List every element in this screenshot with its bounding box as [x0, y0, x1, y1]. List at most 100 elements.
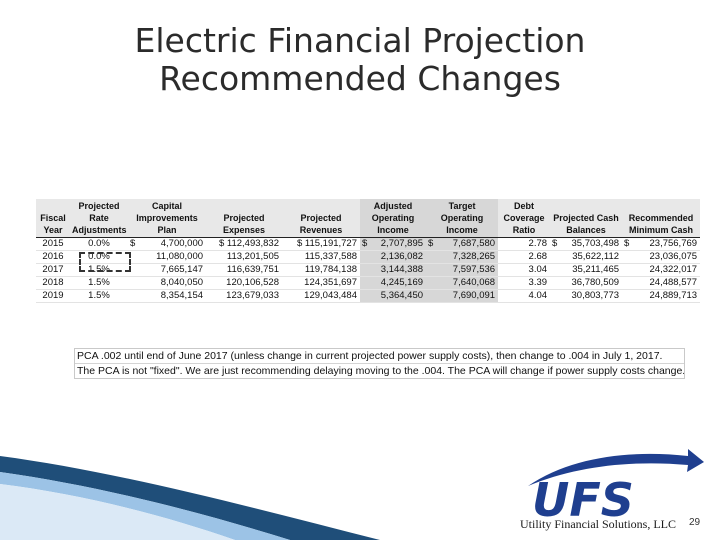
cell-rate-adjustment: 0.0%	[88, 238, 110, 249]
cell-target-operating-income: 7,690,091	[440, 289, 499, 303]
logo-text: UFS	[532, 473, 634, 527]
header-minimum-cash: Recommended Minimum Cash	[622, 199, 701, 238]
cell-revenues: 115,337,588	[304, 251, 358, 262]
slide-title: Electric Financial Projection Recommende…	[0, 22, 720, 98]
cell-projected-cash: 35,703,498	[571, 238, 620, 249]
rate-highlight-box	[79, 252, 131, 272]
cell-target-operating-income: 7,597,536	[440, 263, 499, 277]
cell-aoi-currency	[360, 250, 375, 264]
cell-debt-coverage-ratio: 3.39	[528, 277, 548, 288]
cell-projected-cash: 35,622,112	[572, 251, 620, 262]
cell-minimum-cash: 24,488,577	[649, 277, 698, 288]
cell-capital-currency: $	[130, 238, 136, 249]
cell-adjusted-operating-income: 3,144,388	[374, 263, 427, 277]
cell-rate-adjustment: 1.5%	[88, 277, 110, 288]
notes-box: PCA .002 until end of June 2017 (unless …	[74, 348, 685, 379]
cell-aoi-currency	[360, 276, 375, 290]
cell-minimum-cash: 24,889,713	[649, 290, 698, 301]
cell-toi-currency: $	[426, 237, 441, 251]
cell-fiscal-year: 2016	[42, 251, 64, 262]
cell-rate-adjustment: 1.5%	[88, 290, 110, 301]
logo-caption: Utility Financial Solutions, LLC	[520, 517, 676, 531]
header-revenues: Projected Revenues	[282, 199, 361, 238]
cell-capital-currency	[128, 277, 144, 290]
cell-adjusted-operating-income: 5,364,450	[374, 289, 427, 303]
cell-aoi-currency	[360, 263, 375, 277]
cell-capital-plan: 8,040,050	[160, 277, 204, 288]
cell-min-currency	[622, 290, 636, 303]
cell-target-operating-income: 7,687,580	[440, 237, 499, 251]
cell-debt-coverage-ratio: 2.68	[528, 251, 548, 262]
page-number: 29	[689, 517, 701, 528]
header-fiscal-year: Fiscal Year	[36, 199, 70, 238]
note-line-2: The PCA is not "fixed". We are just reco…	[75, 363, 684, 377]
cell-toi-currency	[426, 250, 441, 264]
table-row: 2016 0.0% 11,080,000 113,201,505 115,337,588…	[36, 250, 701, 264]
header-capital-plan: Capital Improvements Plan	[128, 199, 207, 238]
cell-min-currency	[622, 251, 636, 264]
header-projected-cash: Projected Cash Balances	[550, 199, 623, 238]
cell-fiscal-year: 2017	[42, 264, 64, 275]
cell-expenses: 116,639,751	[226, 264, 280, 275]
header-adjusted-operating-income: Adjusted Operating Income	[360, 199, 427, 238]
title-line-2: Recommended Changes	[159, 59, 561, 98]
cell-adjusted-operating-income: 2,136,082	[374, 250, 427, 264]
cell-adjusted-operating-income: 2,707,895	[374, 237, 427, 251]
cell-toi-currency	[426, 263, 441, 277]
cell-projected-cash: 35,211,465	[572, 264, 620, 275]
cell-debt-coverage-ratio: 2.78	[528, 238, 548, 249]
cell-debt-coverage-ratio: 4.04	[528, 290, 548, 301]
cell-cash-currency	[550, 277, 564, 290]
cell-cash-currency: $	[552, 238, 558, 249]
cell-fiscal-year: 2019	[42, 290, 64, 301]
cell-revenues: 119,784,138	[304, 264, 358, 275]
cell-expenses: 120,106,528	[226, 277, 280, 288]
cell-capital-plan: 11,080,000	[156, 251, 204, 262]
table-row: 2018 1.5% 8,040,050 120,106,528 124,351,697 4…	[36, 276, 701, 290]
cell-projected-cash: 30,803,773	[571, 290, 620, 301]
cell-min-currency	[622, 277, 636, 290]
cell-min-currency: $	[624, 238, 630, 249]
cell-capital-currency	[128, 290, 144, 303]
cell-target-operating-income: 7,328,265	[440, 250, 499, 264]
cell-rate-adjustment: 1.5%	[88, 264, 110, 275]
header-debt-coverage-ratio: Debt Coverage Ratio	[498, 199, 551, 238]
cell-toi-currency	[426, 289, 441, 303]
cell-fiscal-year: 2015	[42, 238, 64, 249]
cell-adjusted-operating-income: 4,245,169	[374, 276, 427, 290]
cell-expenses: 123,679,033	[226, 290, 280, 301]
projection-table: Fiscal Year Projected Rate Adjustments C…	[36, 199, 701, 303]
ufs-logo: UFS	[528, 449, 704, 527]
cell-min-currency	[622, 264, 636, 277]
header-expenses: Projected Expenses	[206, 199, 283, 238]
cell-rate-adjustment: 0.0%	[88, 251, 110, 262]
cell-capital-plan: 4,700,000	[160, 238, 204, 249]
cell-revenues: 124,351,697	[304, 277, 358, 288]
table-row: 2015 0.0% $4,700,000 $ 112,493,832 $ 115,191…	[36, 237, 701, 251]
cell-capital-plan: 8,354,154	[160, 290, 204, 301]
cell-expenses: 113,201,505	[226, 251, 280, 262]
projection-table-wrapper: Fiscal Year Projected Rate Adjustments C…	[36, 199, 701, 311]
table-row: 2019 1.5% 8,354,154 123,679,033 129,043,484 5…	[36, 289, 701, 303]
note-line-1: PCA .002 until end of June 2017 (unless …	[77, 350, 663, 362]
cell-debt-coverage-ratio: 3.04	[528, 264, 548, 275]
cell-target-operating-income: 7,640,068	[440, 276, 499, 290]
cell-minimum-cash: 23,756,769	[649, 238, 698, 249]
cell-cash-currency	[550, 251, 564, 264]
cell-fiscal-year: 2018	[42, 277, 64, 288]
header-rate-adjustments: Projected Rate Adjustments	[70, 199, 128, 238]
cell-aoi-currency	[360, 289, 375, 303]
cell-capital-plan: 7,665,147	[160, 264, 204, 275]
cell-projected-cash: 36,780,509	[571, 277, 620, 288]
header-target-operating-income: Target Operating Income	[426, 199, 499, 238]
cell-aoi-currency: $	[360, 237, 375, 251]
decorative-swoosh	[0, 456, 380, 540]
title-line-1: Electric Financial Projection	[134, 21, 586, 60]
table-header-row: Fiscal Year Projected Rate Adjustments C…	[36, 199, 701, 238]
cell-minimum-cash: 24,322,017	[649, 264, 698, 275]
cell-toi-currency	[426, 276, 441, 290]
cell-expenses: $ 112,493,832	[218, 238, 280, 249]
cell-cash-currency	[550, 264, 564, 277]
cell-cash-currency	[550, 290, 564, 303]
cell-revenues: $ 115,191,727	[296, 238, 358, 249]
